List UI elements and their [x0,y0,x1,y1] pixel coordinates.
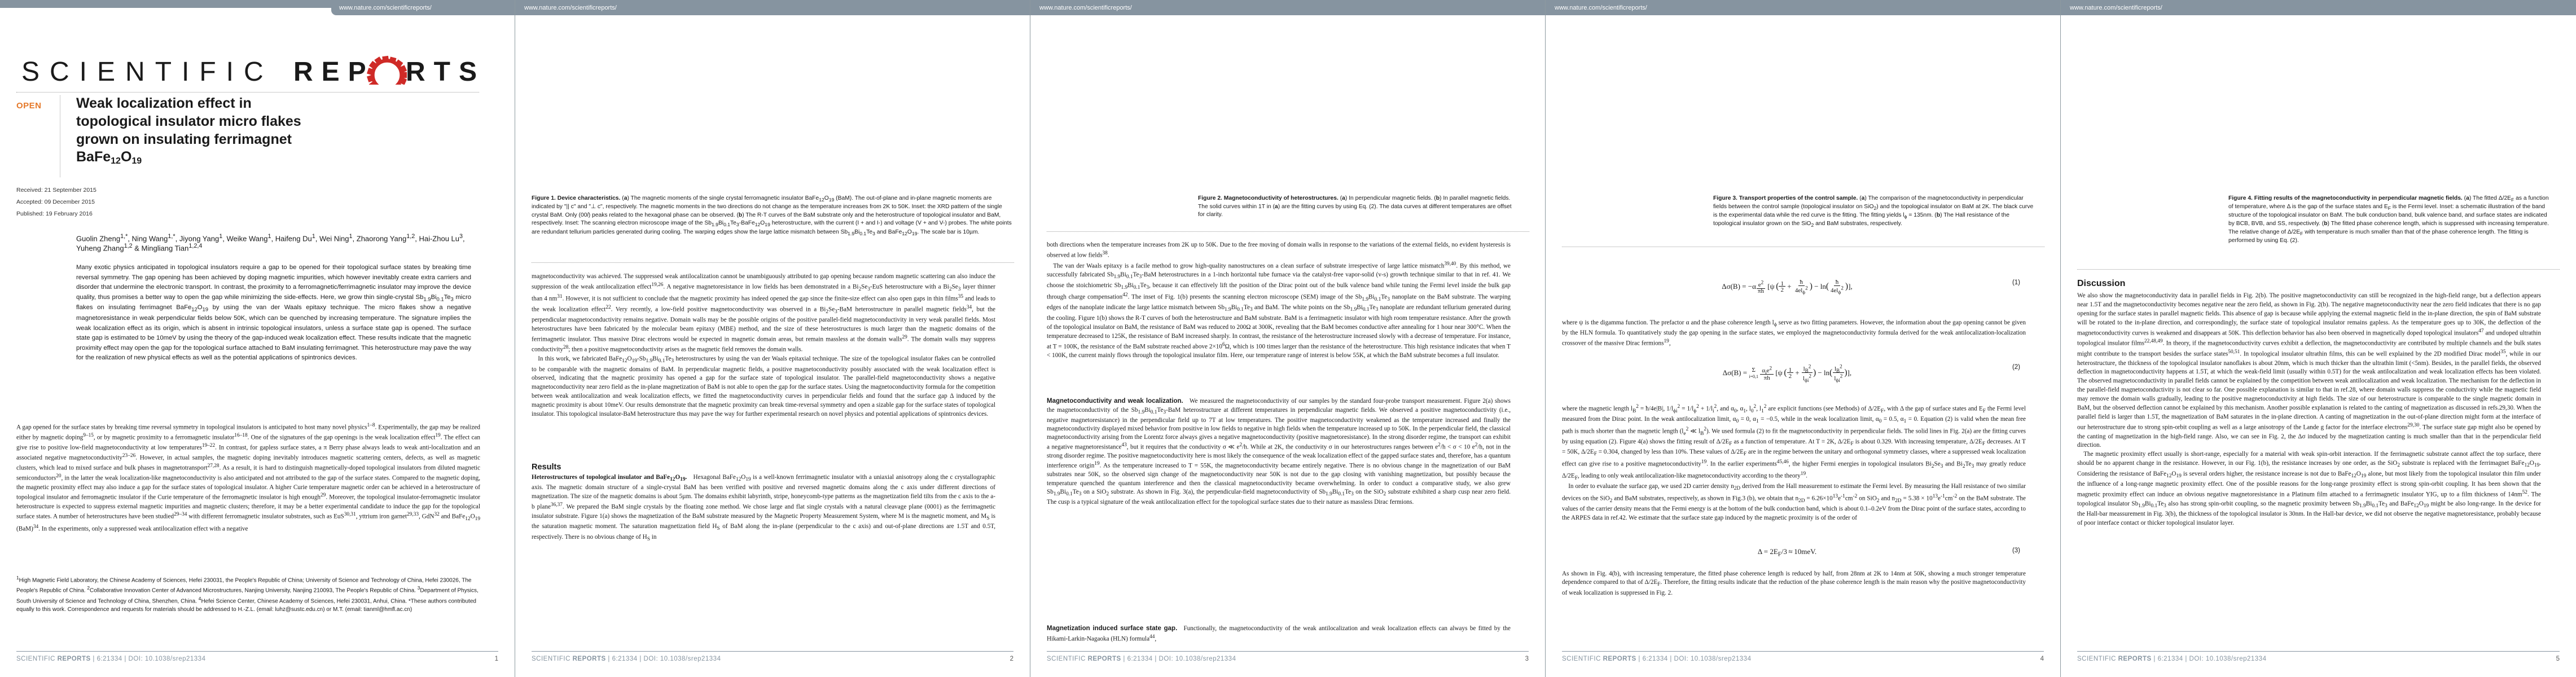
svg-text:REP: REP [293,57,375,85]
svg-text:RTS: RTS [406,57,485,85]
svg-text:SCIENTIFIC: SCIENTIFIC [21,57,274,85]
